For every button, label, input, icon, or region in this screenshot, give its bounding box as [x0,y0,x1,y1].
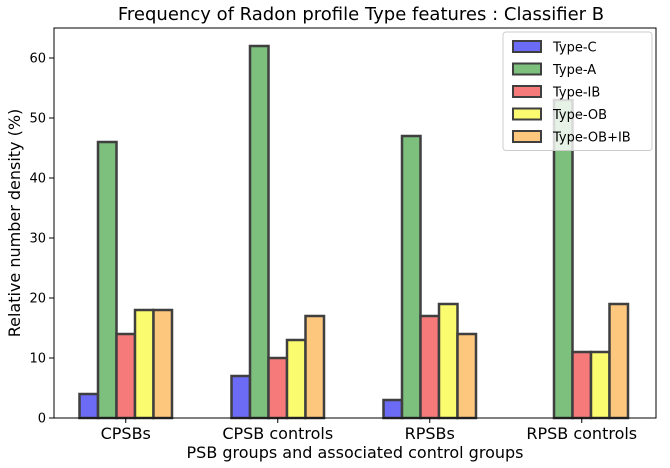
y-tick-label: 30 [29,232,46,247]
bar-type-c [230,374,252,420]
y-tick-label: 60 [29,52,46,67]
legend: Type-C Type-A Type-IB Type-OB Type-OB+IB [502,31,653,151]
bar-type-ob-ib [152,308,174,420]
bar-type-c [78,392,100,420]
y-axis-label: Relative number density (%) [5,109,24,338]
legend-label: Type-OB [552,108,607,123]
bar-type-a [248,44,270,420]
legend-label: Type-A [552,63,596,78]
y-tick-label: 40 [29,172,46,187]
legend-swatch [512,107,542,121]
y-tick-label: 10 [29,352,46,367]
legend-label: Type-OB+IB [552,131,631,146]
y-tick-label: 20 [29,292,46,307]
bar-type-ob [589,350,611,420]
bar-type-ob-ib [456,332,478,420]
y-axis: 0 10 20 30 40 50 60 [29,52,54,427]
x-tick-label: RPSB controls [526,424,637,443]
x-axis-label: PSB groups and associated control groups [187,443,524,462]
legend-swatch [512,85,542,98]
bar-type-ob [437,302,459,420]
y-tick-label: 50 [29,112,46,127]
legend-label: Type-IB [552,86,600,101]
bar-type-ob-ib [304,314,326,420]
x-tick-label: CPSB controls [222,424,333,443]
x-tick-label: CPSBs [101,424,151,443]
x-axis: CPSBs CPSB controls RPSBs RPSB controls [101,418,637,443]
bar-type-a [96,140,118,420]
x-tick-label: RPSBs [405,424,455,443]
legend-swatch [512,130,542,143]
legend-swatch [512,62,542,76]
legend-label: Type-C [552,41,597,56]
chart-title: Frequency of Radon profile Type features… [118,4,604,25]
bar-type-ib [571,350,593,420]
y-tick-label: 0 [38,412,46,427]
bar-type-c [382,398,404,420]
bar-type-ob [133,308,155,420]
bar-type-ib [115,332,137,420]
legend-box [502,31,653,151]
bar-type-ob [285,338,307,420]
bar-type-ib [419,314,441,420]
legend-swatch [512,40,542,53]
plot-frame [53,27,657,419]
bar-type-a [400,134,422,420]
bar-type-ob-ib [608,302,630,420]
bar-type-ib [267,356,289,420]
